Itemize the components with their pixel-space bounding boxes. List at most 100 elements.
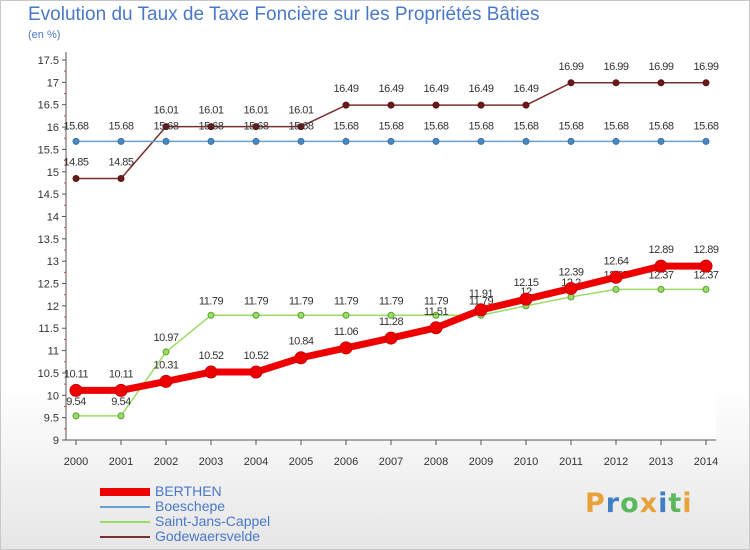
data-label-boeschepe: 15.68 xyxy=(108,120,133,132)
data-point-berthen xyxy=(609,270,623,284)
data-label-saint-jans-cappel: 11.79 xyxy=(244,295,269,307)
y-tick-label: 16.5 xyxy=(38,100,59,112)
legend-swatch-godewaersvelde xyxy=(100,536,150,538)
data-point-berthen xyxy=(114,383,128,397)
data-label-berthen: 11.06 xyxy=(334,326,359,338)
legend-label-boeschepe: Boeschepe xyxy=(155,498,226,514)
data-label-saint-jans-cappel: 11.79 xyxy=(334,295,359,307)
x-tick-label: 2013 xyxy=(649,456,673,468)
data-point-godewaersvelde xyxy=(387,101,395,109)
y-tick-label: 9 xyxy=(53,435,59,447)
data-label-godewaersvelde: 16.49 xyxy=(378,83,403,95)
data-label-boeschepe: 15.68 xyxy=(63,120,88,132)
data-label-boeschepe: 15.68 xyxy=(288,120,313,132)
logo-letter: r xyxy=(605,488,621,519)
data-label-boeschepe: 15.68 xyxy=(648,120,673,132)
data-label-berthen: 11.91 xyxy=(469,288,494,300)
legend-label-berthen: BERTHEN xyxy=(155,483,222,499)
data-label-godewaersvelde: 14.85 xyxy=(63,156,88,168)
data-point-boeschepe xyxy=(702,137,710,145)
data-label-berthen: 10.52 xyxy=(243,350,268,362)
data-point-saint-jans-cappel xyxy=(252,311,260,319)
data-label-godewaersvelde: 16.49 xyxy=(423,83,448,95)
data-label-saint-jans-cappel: 11.79 xyxy=(289,295,314,307)
data-label-boeschepe: 15.68 xyxy=(243,120,268,132)
data-point-boeschepe xyxy=(117,137,125,145)
data-point-saint-jans-cappel xyxy=(297,311,305,319)
data-label-boeschepe: 15.68 xyxy=(153,120,178,132)
data-point-boeschepe xyxy=(657,137,665,145)
y-tick-label: 10.5 xyxy=(38,368,59,380)
data-point-saint-jans-cappel xyxy=(117,412,125,420)
data-label-godewaersvelde: 16.99 xyxy=(558,61,583,73)
data-point-godewaersvelde xyxy=(702,79,710,87)
data-label-saint-jans-cappel: 9.54 xyxy=(66,396,86,408)
data-label-berthen: 11.28 xyxy=(379,316,404,328)
x-tick-label: 2014 xyxy=(694,456,718,468)
logo-letter: x xyxy=(639,488,659,519)
x-tick-label: 2011 xyxy=(559,456,583,468)
data-label-berthen: 10.11 xyxy=(64,368,89,380)
data-label-boeschepe: 15.68 xyxy=(198,120,223,132)
data-label-berthen: 11.51 xyxy=(424,306,449,318)
data-point-boeschepe xyxy=(207,137,215,145)
y-tick-label: 15 xyxy=(47,167,59,179)
data-point-saint-jans-cappel xyxy=(432,311,440,319)
data-point-berthen xyxy=(429,321,443,335)
logo-letter: i xyxy=(682,488,693,519)
y-tick-label: 16 xyxy=(47,122,59,134)
data-label-godewaersvelde: 14.85 xyxy=(108,156,133,168)
x-tick-label: 2009 xyxy=(469,456,493,468)
data-point-godewaersvelde xyxy=(432,101,440,109)
logo-letter: P xyxy=(585,488,606,519)
data-point-boeschepe xyxy=(477,137,485,145)
data-label-saint-jans-cappel: 10.97 xyxy=(153,332,178,344)
data-point-berthen xyxy=(339,341,353,355)
y-tick-label: 13.5 xyxy=(38,234,59,246)
y-tick-label: 12 xyxy=(47,301,59,313)
data-label-berthen: 12.39 xyxy=(558,266,583,278)
data-point-berthen xyxy=(699,259,713,273)
x-tick-label: 2004 xyxy=(244,456,268,468)
x-tick-label: 2003 xyxy=(199,456,223,468)
data-label-boeschepe: 15.68 xyxy=(558,120,583,132)
data-point-saint-jans-cappel xyxy=(207,311,215,319)
data-point-berthen xyxy=(204,365,218,379)
data-label-saint-jans-cappel: 12.37 xyxy=(693,269,718,281)
data-label-godewaersvelde: 16.01 xyxy=(288,105,313,117)
data-point-saint-jans-cappel xyxy=(72,412,80,420)
data-label-berthen: 10.84 xyxy=(288,336,313,348)
data-label-godewaersvelde: 16.01 xyxy=(243,105,268,117)
data-point-godewaersvelde xyxy=(522,101,530,109)
y-tick-label: 15.5 xyxy=(38,144,59,156)
data-label-berthen: 10.31 xyxy=(153,359,178,371)
y-tick-label: 11 xyxy=(48,346,59,358)
x-tick-label: 2000 xyxy=(64,456,88,468)
legend-label-godewaersvelde: Godewaersvelde xyxy=(155,528,261,544)
logo-letter: i xyxy=(658,488,669,519)
data-label-saint-jans-cappel: 11.79 xyxy=(469,295,494,307)
data-point-berthen xyxy=(564,281,578,295)
data-point-boeschepe xyxy=(387,137,395,145)
y-tick-label: 13 xyxy=(47,256,59,268)
y-tick-label: 17.5 xyxy=(38,55,59,67)
data-point-godewaersvelde xyxy=(297,123,305,131)
x-tick-label: 2007 xyxy=(379,456,403,468)
data-label-boeschepe: 15.68 xyxy=(513,120,538,132)
data-point-saint-jans-cappel xyxy=(162,348,170,356)
y-tick-label: 14 xyxy=(47,211,59,223)
data-label-godewaersvelde: 16.49 xyxy=(468,83,493,95)
data-label-berthen: 10.11 xyxy=(109,368,134,380)
data-point-godewaersvelde xyxy=(612,79,620,87)
data-label-boeschepe: 15.68 xyxy=(378,120,403,132)
data-point-godewaersvelde xyxy=(72,174,80,182)
data-point-berthen xyxy=(159,374,173,388)
data-point-boeschepe xyxy=(432,137,440,145)
data-point-godewaersvelde xyxy=(207,123,215,131)
logo-letter: o xyxy=(620,488,640,519)
chart-title: Evolution du Taux de Taxe Foncière sur l… xyxy=(28,4,540,25)
data-point-boeschepe xyxy=(297,137,305,145)
data-point-godewaersvelde xyxy=(162,123,170,131)
data-label-saint-jans-cappel: 9.54 xyxy=(111,396,131,408)
